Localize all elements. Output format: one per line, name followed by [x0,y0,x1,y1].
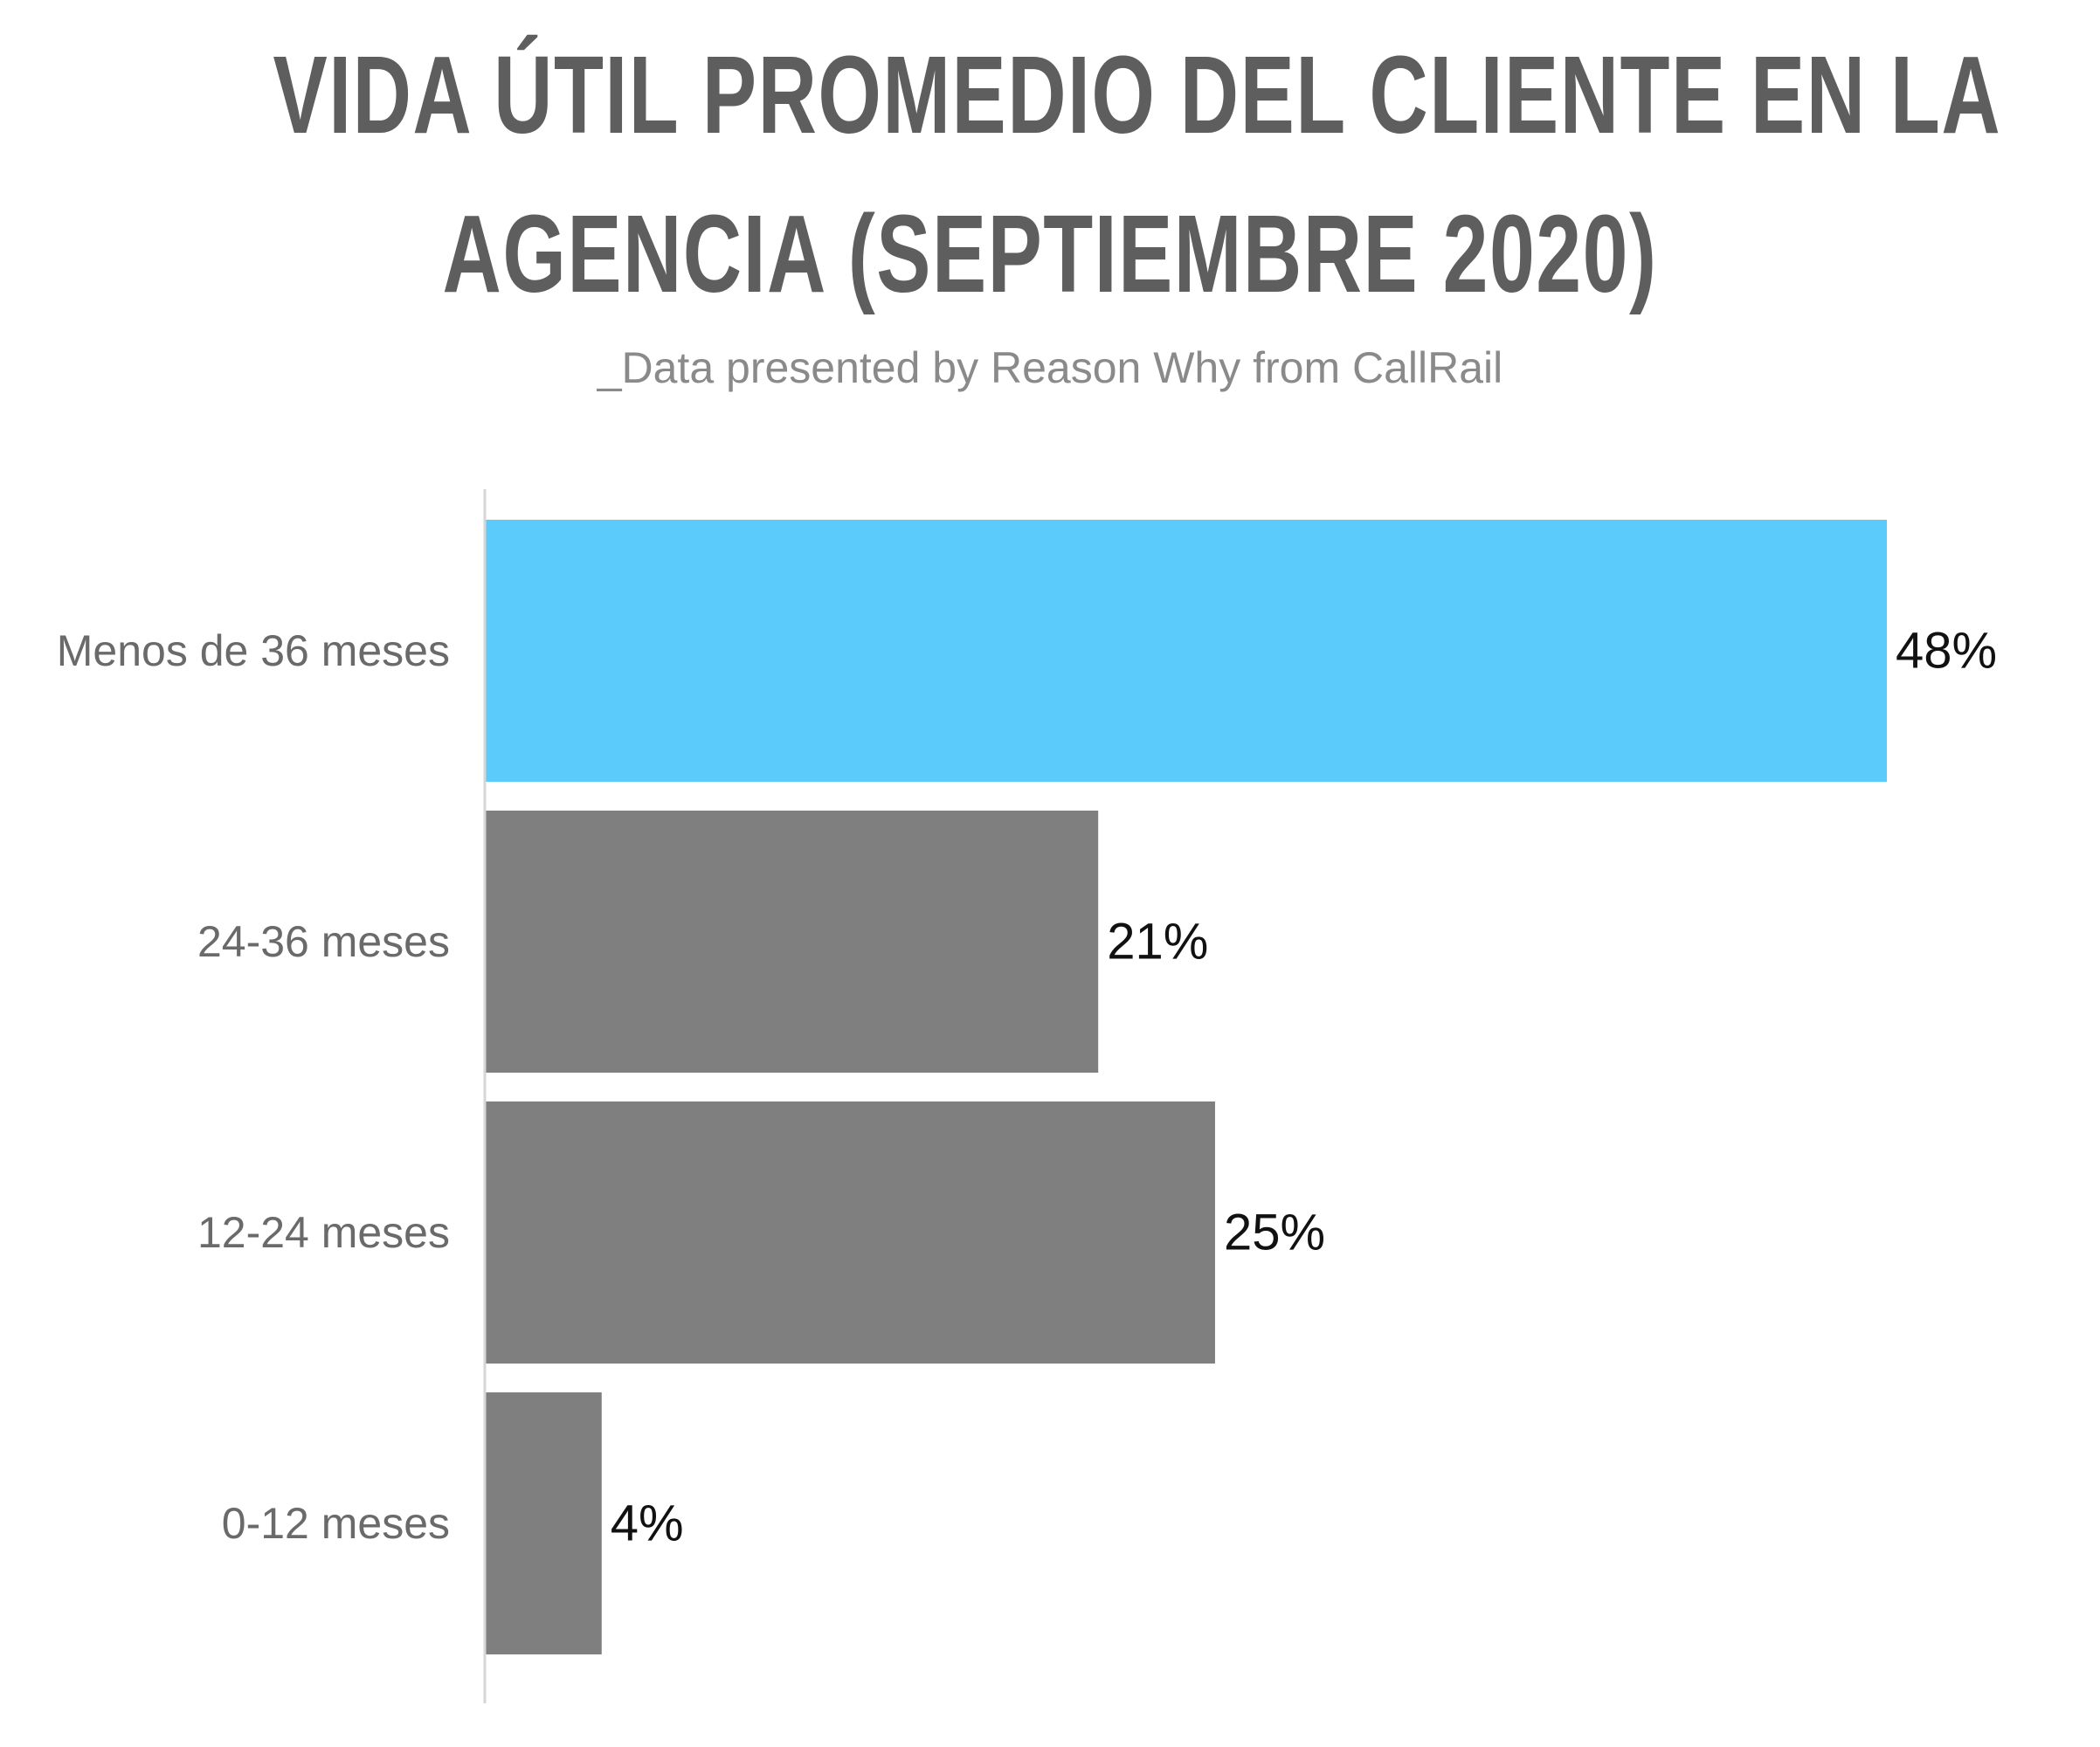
chart-subtitle: _Data presented by Reason Why from CallR… [597,343,1503,392]
bar-3 [485,1101,1215,1364]
category-label: Menos de 36 meses [57,626,450,675]
chart-title: VIDA ÚTIL PROMEDIO DEL CLIENTE EN LA AGE… [273,16,2002,334]
data-label: 25% [1224,1205,1325,1261]
bar-2 [485,811,1099,1073]
bar-1 [485,520,1887,782]
category-label: 24-36 meses [197,917,450,966]
bar-4 [485,1392,602,1654]
data-label: 48% [1896,623,1997,680]
chart-title-line-2: AGENCIA (SEPTIEMBRE 2020) [442,192,1658,315]
data-label: 4% [611,1495,684,1552]
category-label: 12-24 meses [197,1208,450,1257]
bars-group: Menos de 36 meses 48% 24-36 meses 21% 12-24 … [57,520,1997,1654]
chart-title-line-1: VIDA ÚTIL PROMEDIO DEL CLIENTE EN LA [273,33,2002,156]
data-label: 21% [1107,914,1208,970]
category-label: 0-12 meses [222,1499,450,1548]
